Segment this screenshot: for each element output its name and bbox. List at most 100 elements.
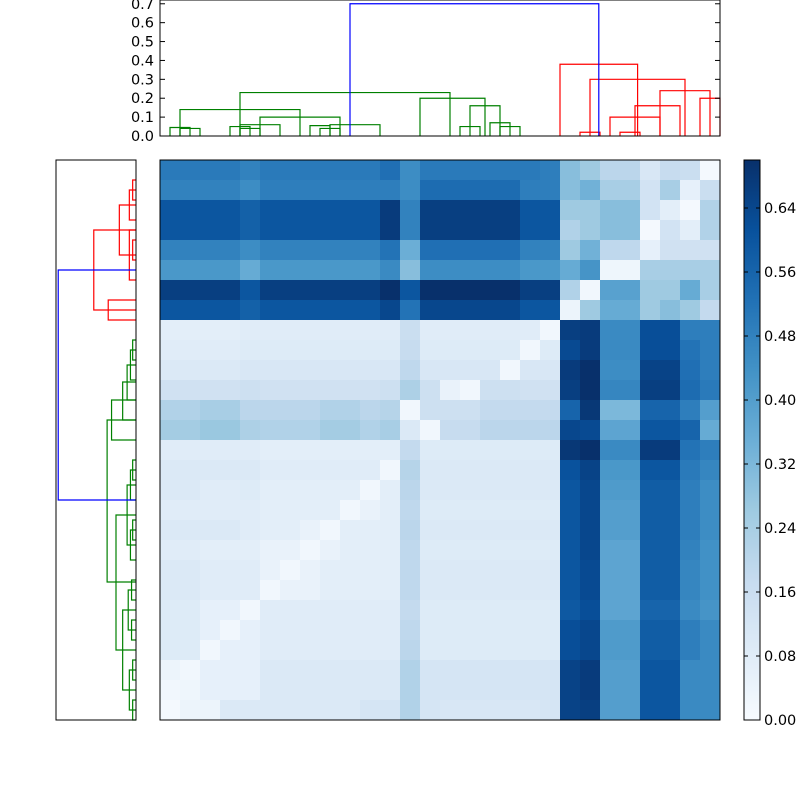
heatmap-cell <box>620 400 641 421</box>
heatmap-cell <box>520 300 541 321</box>
heatmap-cell <box>160 380 181 401</box>
heatmap-cell <box>600 580 621 601</box>
heatmap-cell <box>220 600 241 621</box>
heatmap-cell <box>320 580 341 601</box>
heatmap-cell <box>260 200 281 221</box>
heatmap-cell <box>560 440 581 461</box>
heatmap-cell <box>560 360 581 381</box>
heatmap-cell <box>260 600 281 621</box>
heatmap-cell <box>540 360 561 381</box>
heatmap-cell <box>380 240 401 261</box>
heatmap-cell <box>640 460 661 481</box>
heatmap-cell <box>480 480 501 501</box>
heatmap-cell <box>520 540 541 561</box>
heatmap-cell <box>540 440 561 461</box>
heatmap-cell <box>200 680 221 701</box>
heatmap-cell <box>360 500 381 521</box>
heatmap-cell <box>280 560 301 581</box>
heatmap-cell <box>620 260 641 281</box>
heatmap-cell <box>220 300 241 321</box>
heatmap-cell <box>500 640 521 661</box>
heatmap-cell <box>220 560 241 581</box>
heatmap-cell <box>540 600 561 621</box>
heatmap-cell <box>340 640 361 661</box>
heatmap-cell <box>200 280 221 301</box>
heatmap-cell <box>640 420 661 441</box>
heatmap-cell <box>640 240 661 261</box>
heatmap-cell <box>360 700 381 721</box>
top-dendrogram-tick-label: 0.7 <box>131 0 154 13</box>
heatmap-cell <box>200 460 221 481</box>
heatmap-cell <box>340 260 361 281</box>
heatmap-cell <box>480 620 501 641</box>
heatmap-cell <box>700 400 721 421</box>
heatmap-cell <box>260 320 281 341</box>
heatmap-cell <box>560 540 581 561</box>
heatmap-cell <box>340 600 361 621</box>
heatmap-cell <box>220 500 241 521</box>
heatmap-cell <box>500 240 521 261</box>
heatmap-cell <box>460 400 481 421</box>
heatmap-cell <box>320 240 341 261</box>
heatmap-cell <box>460 360 481 381</box>
heatmap-cell <box>560 580 581 601</box>
heatmap-cell <box>360 280 381 301</box>
heatmap-cell <box>700 540 721 561</box>
heatmap-cell <box>220 580 241 601</box>
heatmap-cell <box>260 540 281 561</box>
heatmap-cell <box>220 660 241 681</box>
heatmap-cell <box>160 440 181 461</box>
heatmap-cell <box>260 440 281 461</box>
heatmap-cell <box>500 600 521 621</box>
heatmap-cell <box>380 440 401 461</box>
heatmap-cell <box>320 320 341 341</box>
top-dendrogram-tick-label: 0.6 <box>131 16 154 32</box>
heatmap-cell <box>500 180 521 201</box>
heatmap-cell <box>260 520 281 541</box>
heatmap-cell <box>260 460 281 481</box>
heatmap-cell <box>460 580 481 601</box>
heatmap-cell <box>540 640 561 661</box>
heatmap-cell <box>580 160 601 181</box>
heatmap-cell <box>420 380 441 401</box>
heatmap-cell <box>360 380 381 401</box>
heatmap-cell <box>500 480 521 501</box>
heatmap-cell <box>380 160 401 181</box>
heatmap-cell <box>480 520 501 541</box>
heatmap-cell <box>240 360 261 381</box>
heatmap-cell <box>520 480 541 501</box>
heatmap-cell <box>380 180 401 201</box>
heatmap-cell <box>460 260 481 281</box>
heatmap-cell <box>680 520 701 541</box>
heatmap-cell <box>420 340 441 361</box>
heatmap-cell <box>400 240 421 261</box>
heatmap-cell <box>700 160 721 181</box>
heatmap-cell <box>420 200 441 221</box>
heatmap-cell <box>460 540 481 561</box>
heatmap-cell <box>640 320 661 341</box>
heatmap-cell <box>580 580 601 601</box>
heatmap-cell <box>320 420 341 441</box>
heatmap-cell <box>340 420 361 441</box>
heatmap-cell <box>320 520 341 541</box>
heatmap-cell <box>180 700 201 721</box>
heatmap-cell <box>440 160 461 181</box>
heatmap-cell <box>460 180 481 201</box>
heatmap-cell <box>220 620 241 641</box>
heatmap-cell <box>640 180 661 201</box>
heatmap-cell <box>220 180 241 201</box>
heatmap-cell <box>560 620 581 641</box>
heatmap-cell <box>620 600 641 621</box>
heatmap-cell <box>280 500 301 521</box>
heatmap-cell <box>660 160 681 181</box>
heatmap-cell <box>560 160 581 181</box>
heatmap-cell <box>180 200 201 221</box>
heatmap-cell <box>320 640 341 661</box>
heatmap-cell <box>160 500 181 521</box>
heatmap-cell <box>360 580 381 601</box>
heatmap-cell <box>360 600 381 621</box>
heatmap-cell <box>160 260 181 281</box>
heatmap-cell <box>600 700 621 721</box>
heatmap-cell <box>540 580 561 601</box>
